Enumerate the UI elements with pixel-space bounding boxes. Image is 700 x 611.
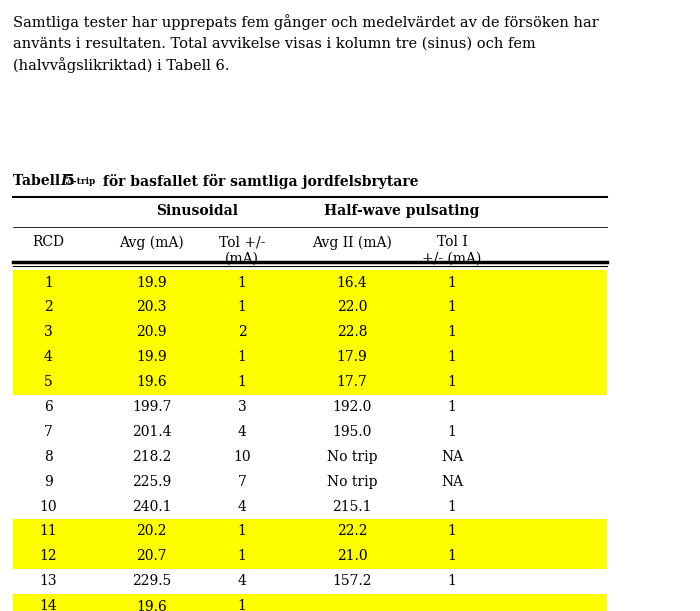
Text: för basfallet för samtliga jordfelsbrytare: för basfallet för samtliga jordfelsbryta…	[98, 174, 419, 189]
Text: 4: 4	[44, 350, 53, 364]
Text: 1: 1	[238, 549, 246, 563]
Text: 157.2: 157.2	[332, 574, 372, 588]
Text: Avg II (mA): Avg II (mA)	[312, 235, 392, 250]
Text: 11: 11	[40, 524, 57, 538]
Bar	[13, 544, 607, 569]
Bar	[13, 345, 607, 370]
Bar	[13, 295, 607, 320]
Bar	[13, 593, 607, 611]
Text: Tol I
+/- (mA): Tol I +/- (mA)	[422, 235, 482, 266]
Text: 1: 1	[448, 350, 456, 364]
Text: 20.2: 20.2	[136, 524, 167, 538]
Text: RCD: RCD	[32, 235, 64, 249]
Text: 20.7: 20.7	[136, 549, 167, 563]
Text: No trip: No trip	[327, 450, 377, 464]
Text: 1: 1	[448, 425, 456, 439]
Text: 195.0: 195.0	[332, 425, 372, 439]
Text: No trip: No trip	[327, 475, 377, 489]
Text: Samtliga tester har upprepats fem gånger och medelvärdet av de försöken har
anvä: Samtliga tester har upprepats fem gånger…	[13, 15, 598, 73]
Text: 1: 1	[448, 500, 456, 513]
Text: 1: 1	[238, 375, 246, 389]
Text: 1: 1	[238, 524, 246, 538]
Text: 7: 7	[44, 425, 53, 439]
Text: 3: 3	[44, 326, 52, 339]
Text: I: I	[60, 174, 66, 188]
Text: 1: 1	[448, 276, 456, 290]
Text: NA: NA	[441, 475, 463, 489]
Text: 19.9: 19.9	[136, 350, 167, 364]
Text: 16.4: 16.4	[337, 276, 368, 290]
Text: 1: 1	[448, 549, 456, 563]
Text: 20.3: 20.3	[136, 301, 167, 315]
Text: 19,6: 19,6	[136, 599, 167, 611]
Text: 12: 12	[40, 549, 57, 563]
Text: Tol +/-
(mA): Tol +/- (mA)	[219, 235, 265, 266]
Text: 10: 10	[233, 450, 251, 464]
Text: 21.0: 21.0	[337, 549, 368, 563]
Text: 2: 2	[44, 301, 52, 315]
Bar	[13, 270, 607, 295]
Text: 1: 1	[448, 375, 456, 389]
Text: 8: 8	[44, 450, 52, 464]
Text: 13: 13	[40, 574, 57, 588]
Text: 240.1: 240.1	[132, 500, 172, 513]
Text: Half-wave pulsating: Half-wave pulsating	[324, 203, 480, 218]
Text: 201.4: 201.4	[132, 425, 172, 439]
Text: 7: 7	[238, 475, 246, 489]
Text: 19.6: 19.6	[136, 375, 167, 389]
Text: 20.9: 20.9	[136, 326, 167, 339]
Text: Sinusoidal: Sinusoidal	[156, 203, 238, 218]
Text: 4: 4	[238, 500, 246, 513]
Text: 3: 3	[238, 400, 246, 414]
Text: 218.2: 218.2	[132, 450, 172, 464]
Text: 1: 1	[238, 599, 246, 611]
Text: Δ-trip: Δ-trip	[66, 177, 96, 186]
Text: 17.9: 17.9	[337, 350, 368, 364]
Text: 17.7: 17.7	[337, 375, 368, 389]
Text: Tabell 5: Tabell 5	[13, 174, 79, 188]
Text: NA: NA	[441, 450, 463, 464]
Text: 225.9: 225.9	[132, 475, 172, 489]
Text: 4: 4	[238, 574, 246, 588]
Text: 22.8: 22.8	[337, 326, 368, 339]
Text: Avg (mA): Avg (mA)	[120, 235, 184, 250]
Bar	[13, 370, 607, 395]
Text: 22.0: 22.0	[337, 301, 368, 315]
Text: 22.2: 22.2	[337, 524, 368, 538]
Text: 9: 9	[44, 475, 52, 489]
Text: 14: 14	[40, 599, 57, 611]
Text: 1: 1	[448, 301, 456, 315]
Text: 10: 10	[40, 500, 57, 513]
Text: 229.5: 229.5	[132, 574, 172, 588]
Text: 6: 6	[44, 400, 52, 414]
Text: 192.0: 192.0	[332, 400, 372, 414]
Bar	[13, 519, 607, 544]
Text: 1: 1	[448, 326, 456, 339]
Text: 5: 5	[44, 375, 52, 389]
Text: 199.7: 199.7	[132, 400, 172, 414]
Text: 1: 1	[448, 574, 456, 588]
Text: 4: 4	[238, 425, 246, 439]
Text: 215.1: 215.1	[332, 500, 372, 513]
Text: 2: 2	[238, 326, 246, 339]
Bar	[13, 320, 607, 345]
Text: 1: 1	[44, 276, 53, 290]
Text: 1: 1	[448, 400, 456, 414]
Text: 1: 1	[448, 524, 456, 538]
Text: 1: 1	[238, 301, 246, 315]
Text: 1: 1	[238, 350, 246, 364]
Text: 1: 1	[238, 276, 246, 290]
Text: 19.9: 19.9	[136, 276, 167, 290]
